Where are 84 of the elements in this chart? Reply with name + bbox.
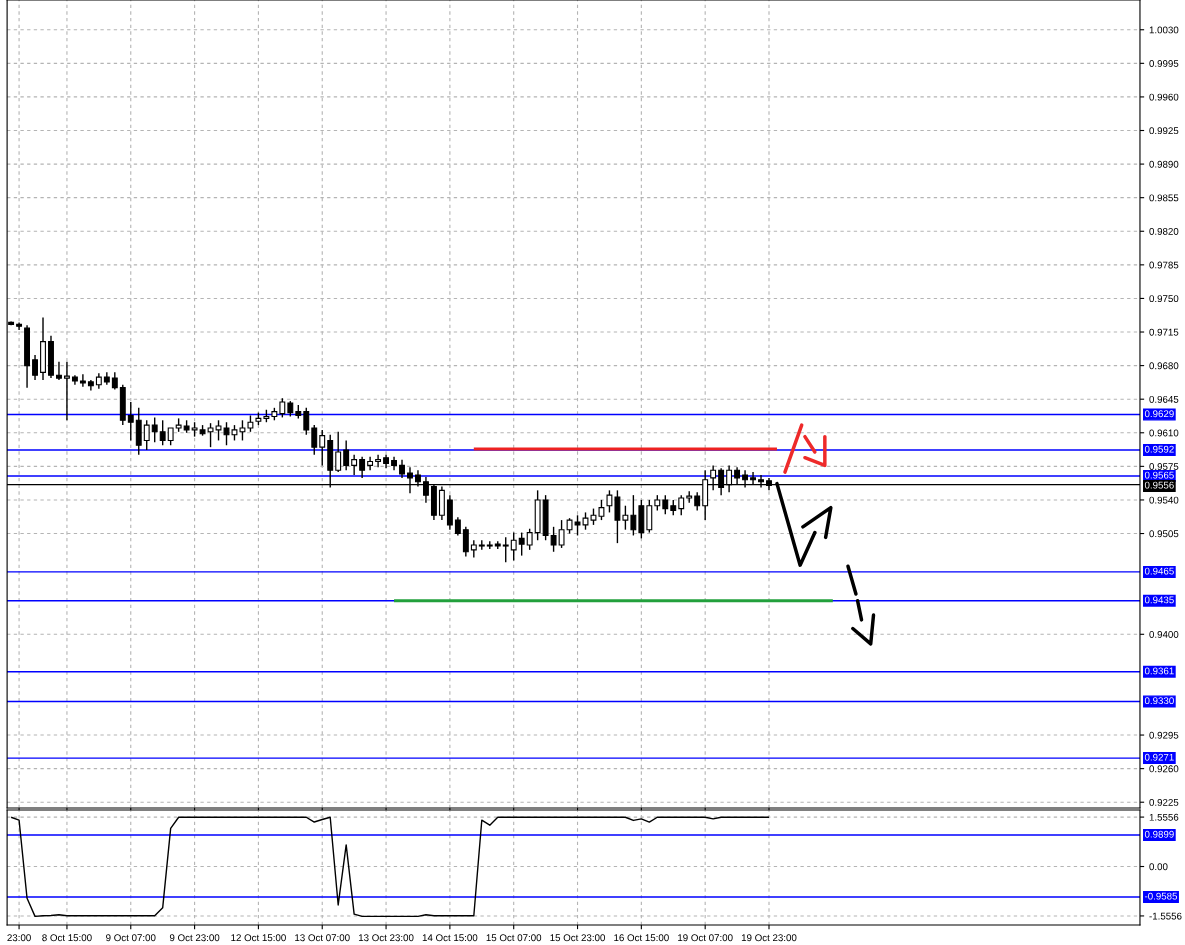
- x-tick-label: 13 Oct 07:00: [295, 934, 350, 942]
- ref-line-label: 0.9556: [1144, 481, 1174, 489]
- x-tick-label: 15 Oct 23:00: [550, 934, 605, 942]
- y-tick-label: 0.9225: [1149, 798, 1179, 806]
- candlestick: [510, 531, 517, 562]
- ref-line-label: 0.9271: [1144, 753, 1174, 761]
- candlestick: [678, 494, 685, 516]
- x-tick-label: 9 Oct 23:00: [169, 934, 220, 942]
- candlestick: [56, 361, 62, 381]
- ref-line-label: 0.9899: [1144, 830, 1174, 838]
- x-tick-label: 12 Oct 15:00: [231, 934, 286, 942]
- x-tick-label: 19 Oct 07:00: [678, 934, 733, 942]
- candlestick: [558, 519, 565, 549]
- candlestick: [502, 536, 509, 564]
- x-tick-label: 16 Oct 15:00: [614, 934, 669, 942]
- candlestick: [470, 539, 477, 559]
- candlestick: [343, 439, 350, 471]
- x-tick-label: 19 Oct 23:00: [741, 934, 797, 942]
- candlestick: [462, 526, 469, 558]
- candlestick: [375, 454, 382, 469]
- candlestick: [303, 407, 310, 436]
- ref-line-label: -0.9585: [1144, 892, 1178, 900]
- candlestick: [351, 454, 358, 476]
- y-tick-label: 0.9575: [1149, 463, 1179, 470]
- candlestick: [319, 429, 326, 467]
- ref-line-label: 0.9361: [1144, 667, 1174, 675]
- candlestick: [151, 416, 158, 444]
- ref-line-label: 0.9330: [1144, 697, 1174, 705]
- candlestick: [622, 505, 629, 531]
- x-tick-label: 14 Oct 15:00: [422, 934, 478, 942]
- ref-line-label: 0.9592: [1144, 445, 1174, 453]
- x-tick-label: 15 Oct 07:00: [486, 934, 542, 942]
- candlestick: [279, 397, 286, 419]
- y-tick-label: 0.9890: [1149, 160, 1179, 168]
- candlestick: [311, 424, 318, 456]
- y-tick-label: 0.9750: [1149, 295, 1179, 303]
- y-tick-label: 0.9680: [1149, 362, 1179, 370]
- candlestick: [359, 456, 366, 479]
- candlestick: [614, 489, 621, 544]
- ref-line-label: 0.9435: [1144, 596, 1174, 604]
- candlestick: [16, 321, 23, 331]
- x-tick-label: 23:00: [7, 934, 31, 942]
- candlestick: [550, 526, 557, 553]
- candlestick: [518, 531, 525, 557]
- candlestick: [646, 499, 653, 534]
- y-tick-label: 0.9960: [1149, 93, 1179, 101]
- y-tick-label: 0.9260: [1149, 765, 1179, 773]
- y-tick-label: 0.9925: [1149, 127, 1179, 135]
- y-tick-label: 0.9995: [1149, 60, 1179, 67]
- y-tick-label: 0.9400: [1149, 631, 1179, 638]
- x-tick-label: 8 Oct 15:00: [42, 934, 92, 942]
- y-tick-label: 0.9820: [1149, 228, 1179, 235]
- y-tick-label: 0.9645: [1149, 395, 1179, 403]
- x-tick-label: 13 Oct 23:00: [358, 934, 414, 942]
- candlestick: [159, 419, 166, 446]
- x-tick-label: 9 Oct 07:00: [106, 934, 156, 942]
- candlestick: [630, 494, 637, 537]
- candlestick: [694, 491, 701, 512]
- y-tick-label: 0.9715: [1149, 328, 1179, 336]
- candlestick: [32, 354, 38, 381]
- candlestick: [662, 494, 669, 516]
- y-tick-label: 1.0030: [1149, 26, 1179, 34]
- line-series: [10, 816, 770, 918]
- y-tick-label: 0.9610: [1149, 429, 1179, 437]
- y-tick-label: 0.9855: [1149, 194, 1179, 202]
- y-tick-label: 0.9505: [1149, 530, 1179, 538]
- ref-line-label: 0.9565: [1144, 471, 1174, 479]
- ref-line-label: 0.9465: [1144, 567, 1174, 575]
- y-tick-label: 0.9295: [1149, 731, 1179, 739]
- candlestick: [79, 373, 86, 388]
- candlestick: [127, 401, 134, 442]
- y-tick-label: 0.9785: [1149, 261, 1179, 269]
- ref-line-label: 0.9629: [1144, 410, 1174, 418]
- candlestick: [454, 516, 461, 537]
- candlestick: [526, 528, 533, 551]
- y-tick-label: 0.9540: [1149, 496, 1179, 504]
- candlestick: [63, 361, 70, 421]
- y-tick-label: -1.5556: [1149, 912, 1182, 920]
- y-tick-label: 1.5556: [1149, 813, 1179, 821]
- candlestick: [335, 431, 342, 473]
- y-tick-label: 0.00: [1149, 863, 1168, 871]
- candlestick: [143, 419, 150, 451]
- candlestick: [399, 458, 405, 479]
- candlestick: [606, 489, 613, 514]
